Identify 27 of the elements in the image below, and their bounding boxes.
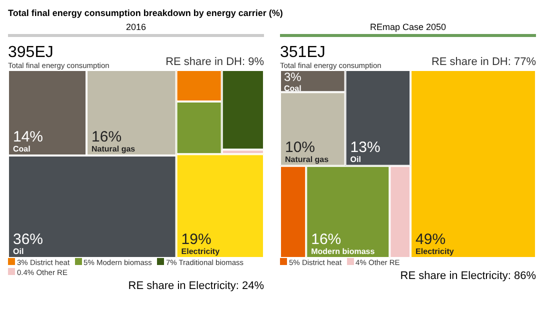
data-label: 49%: [416, 231, 446, 248]
category-label: Modern biomass: [311, 247, 376, 256]
text: 2016: [8, 22, 264, 37]
category-label: Electricity: [181, 247, 220, 256]
data-label: 10%: [285, 138, 316, 156]
text: RE share in DH: 77%: [431, 56, 536, 70]
data-label: 3%: [284, 70, 302, 84]
text: RE share in Electricity: 24%: [127, 280, 264, 292]
category-label: Natural gas: [285, 154, 330, 164]
text: Total final energy consumption breakdown by energy carrier (%): [8, 8, 284, 18]
text: REmap Case 2050: [280, 22, 536, 37]
data-label: 14%: [13, 128, 44, 146]
category-label: Coal: [13, 144, 30, 154]
category-label: Oil: [13, 247, 24, 256]
category-label: Natural gas: [92, 144, 136, 154]
data-label: 13%: [350, 138, 380, 156]
category-label: Electricity: [416, 247, 454, 256]
data-label: 16%: [311, 231, 342, 248]
category-label: Coal: [284, 84, 302, 94]
text: RE share in Electricity: 86%: [399, 270, 536, 282]
category-label: Oil: [350, 154, 361, 164]
data-label: 36%: [13, 231, 44, 248]
data-label: 16%: [92, 128, 122, 146]
data-label: 19%: [181, 231, 212, 248]
text: RE share in DH: 9%: [166, 56, 264, 70]
text: 351EJ: [280, 44, 326, 61]
text: 395EJ: [8, 44, 54, 61]
